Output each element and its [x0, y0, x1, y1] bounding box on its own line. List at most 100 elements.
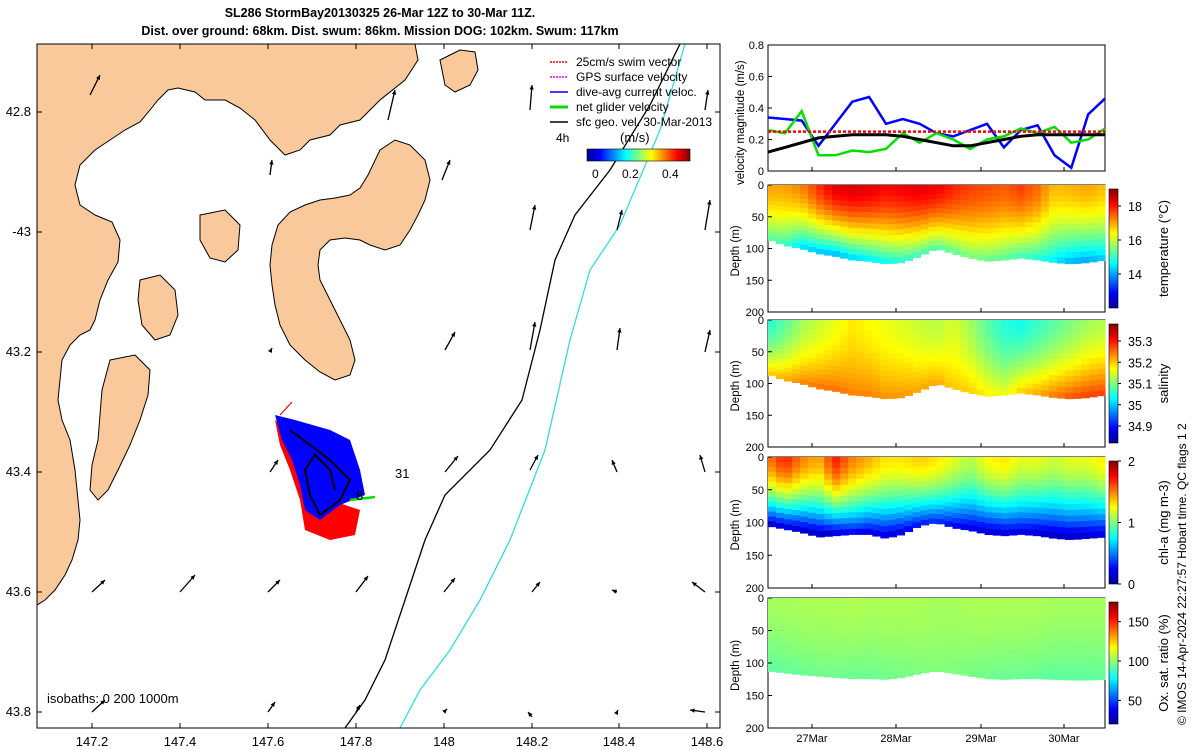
section-cell [928, 352, 938, 358]
section-cell [928, 231, 938, 237]
section-cell [896, 609, 905, 616]
section-cell [920, 608, 930, 615]
depth-tick-label: 50 [752, 212, 764, 224]
section-cell [984, 239, 994, 246]
section-cell [1016, 667, 1026, 674]
section-cell [840, 462, 849, 469]
section-cell [960, 365, 970, 372]
section-cell [1072, 650, 1082, 658]
section-cell [984, 644, 994, 651]
section-cell [816, 496, 825, 504]
section-cell [880, 650, 889, 657]
section-cell [888, 196, 897, 203]
section-cell [904, 352, 914, 359]
section-cell [776, 185, 785, 190]
section-cell [848, 661, 857, 668]
section-cell [888, 644, 897, 651]
section-cell [888, 638, 897, 645]
section-cell [992, 661, 1002, 668]
section-cell [768, 511, 777, 518]
section-cell [872, 353, 881, 360]
section-cell [944, 363, 954, 369]
sfc-velocity-arrowhead [450, 578, 455, 583]
section-cell [888, 224, 897, 231]
section-cell [1032, 362, 1042, 369]
section-cell [832, 225, 841, 232]
section-cell [784, 232, 793, 238]
section-cell [1056, 503, 1066, 511]
section-cell [952, 194, 962, 201]
section-cell [992, 644, 1002, 651]
section-cell [896, 484, 905, 491]
section-cell [808, 381, 817, 388]
section-cell [816, 653, 825, 660]
section-cell [800, 352, 809, 358]
section-cell [832, 381, 841, 387]
section-cell [944, 343, 954, 350]
section-cell [888, 190, 897, 197]
section-cell [968, 637, 978, 644]
section-cell [1040, 644, 1050, 651]
section-cell [984, 473, 994, 480]
section-cell [912, 376, 922, 383]
section-cell [1008, 362, 1018, 369]
colorbar-tick-label: 1 [1128, 517, 1135, 531]
section-cell [1096, 468, 1106, 475]
depth-tick-label: 200 [746, 723, 764, 735]
section-cell [832, 643, 841, 650]
section-cell [936, 203, 946, 209]
section-cell [1040, 479, 1050, 487]
section-cell [800, 522, 809, 529]
section-cell [848, 357, 857, 364]
section-cell [896, 473, 905, 480]
section-cell [1016, 351, 1026, 358]
section-cell [1008, 383, 1018, 390]
section-cell [1024, 479, 1034, 486]
section-cell [880, 462, 889, 470]
section-cell [928, 655, 938, 662]
land-masses [37, 44, 479, 606]
section-cell [1016, 247, 1026, 254]
section-cell [872, 479, 881, 486]
section-cell [888, 479, 897, 487]
section-cell [944, 466, 954, 473]
section-cell [880, 474, 889, 481]
section-cell [976, 206, 986, 213]
lat-tick-label: 43.6 [6, 584, 31, 599]
section-cell [816, 378, 825, 385]
section-cell [968, 520, 978, 527]
section-cell [872, 201, 881, 208]
section-cell [1064, 650, 1074, 658]
section-cell [808, 598, 817, 605]
section-cell [944, 372, 954, 379]
section-cell [1024, 356, 1034, 363]
section-cell [1048, 364, 1058, 371]
section-cell [1048, 497, 1058, 504]
section-cell [824, 631, 833, 638]
section-cell [904, 228, 914, 235]
section-cell [784, 657, 793, 663]
section-cell [872, 380, 881, 387]
section-cell [1096, 222, 1106, 229]
section-cell [1040, 496, 1050, 504]
section-cell [920, 624, 930, 631]
section-cell [928, 185, 938, 191]
section-cell [976, 233, 986, 240]
section-cell [1024, 190, 1034, 197]
section-cell [784, 219, 793, 225]
section-cell [784, 237, 793, 243]
section-cell [928, 645, 938, 652]
section-cell [1072, 218, 1082, 225]
section-cell [856, 201, 865, 208]
section-cell [1000, 190, 1010, 197]
section-cell [1056, 347, 1066, 355]
section-cell [872, 462, 881, 469]
section-cell [1008, 232, 1018, 239]
section-cell [912, 371, 922, 378]
section-cell [832, 615, 841, 622]
section-cell [880, 257, 889, 265]
section-cell [1000, 650, 1010, 657]
section-cell [880, 603, 889, 611]
section-cell [840, 473, 849, 480]
section-cell [912, 641, 922, 648]
